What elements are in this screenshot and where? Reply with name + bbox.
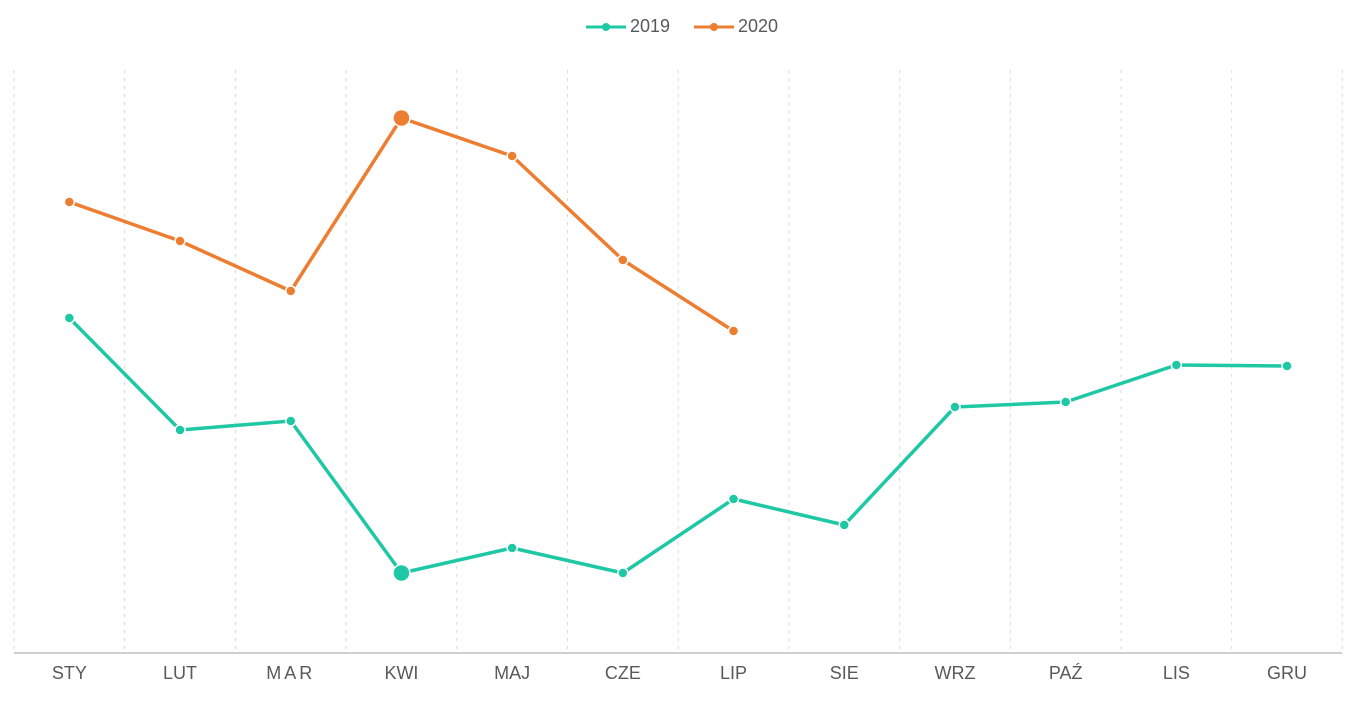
legend-marker: [710, 23, 718, 31]
point: [949, 401, 961, 413]
x-tick-label: SIE: [830, 663, 859, 683]
x-tick-label: MAJ: [494, 663, 530, 683]
point: [617, 254, 629, 266]
x-tick-label: KWI: [384, 663, 418, 683]
x-tick-label: PAŹ: [1049, 663, 1083, 683]
point: [392, 108, 411, 128]
point: [506, 150, 518, 162]
series-line: [68, 316, 1288, 575]
point: [1281, 360, 1293, 372]
point: [1170, 359, 1183, 371]
point: [285, 415, 297, 427]
x-tick-label: LIP: [720, 663, 747, 683]
legend-label: 2020: [738, 16, 778, 36]
x-tick-label: MAR: [266, 663, 315, 683]
point: [392, 563, 411, 583]
x-tick-label: LIS: [1163, 663, 1190, 683]
legend-label: 2019: [630, 16, 670, 36]
point: [63, 312, 76, 324]
point: [63, 196, 76, 208]
x-tick-label: CZE: [605, 663, 641, 683]
point: [174, 424, 186, 436]
point: [727, 325, 740, 337]
point: [727, 493, 740, 505]
x-tick-label: GRU: [1267, 663, 1307, 683]
point: [838, 519, 850, 531]
point: [1059, 396, 1072, 408]
point: [285, 285, 297, 297]
point: [506, 542, 518, 554]
point: [617, 567, 629, 579]
series-line: [68, 116, 735, 333]
x-tick-label: STY: [52, 663, 87, 683]
x-tick-label: LUT: [163, 663, 197, 683]
point: [174, 235, 186, 247]
x-tick-label: WRZ: [934, 663, 975, 683]
legend-marker: [602, 23, 610, 31]
